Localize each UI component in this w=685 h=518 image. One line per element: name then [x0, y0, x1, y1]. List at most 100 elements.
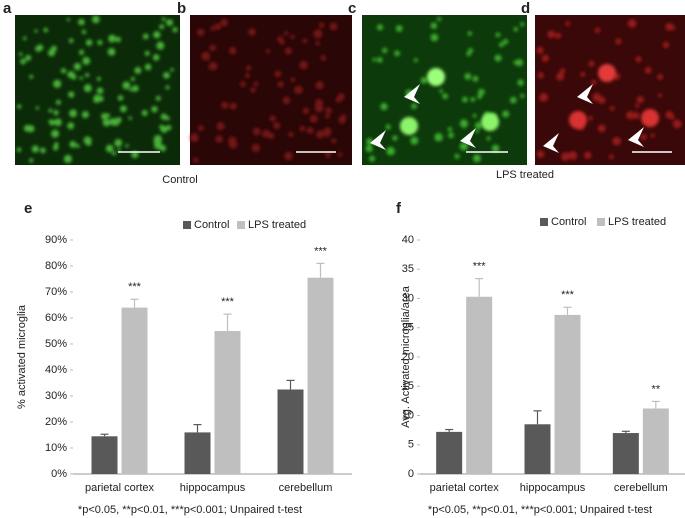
cell [85, 139, 92, 146]
y-tick-label: 30% [45, 390, 67, 402]
bar [642, 408, 669, 474]
bar [436, 431, 463, 474]
cell [160, 125, 168, 133]
cell [54, 142, 59, 147]
cell [313, 29, 323, 39]
cell [153, 134, 162, 144]
cell [541, 54, 550, 62]
cell [472, 154, 481, 163]
y-tick-label: 40% [45, 364, 67, 376]
cell [250, 87, 256, 93]
cell [306, 126, 314, 134]
cell [262, 129, 271, 138]
cell [609, 105, 615, 111]
cell [172, 27, 178, 33]
x-tick-label: hippocampus [180, 482, 246, 494]
cell [93, 96, 101, 103]
y-tick-label: 20 [402, 351, 414, 363]
cell [35, 45, 42, 52]
legend-swatch [183, 221, 191, 229]
cell [27, 125, 35, 133]
cell [320, 54, 327, 61]
cell [40, 147, 46, 154]
cell [253, 81, 259, 87]
cell [316, 130, 325, 139]
cell [478, 88, 485, 96]
cell [29, 158, 34, 163]
cell [430, 22, 438, 29]
bar [214, 331, 241, 474]
legend-label: Control [551, 216, 586, 228]
cell [591, 79, 597, 86]
cell [160, 113, 168, 120]
cell [669, 114, 675, 120]
cell [274, 70, 282, 78]
cell [105, 113, 111, 118]
cell [141, 109, 148, 117]
cell [315, 40, 320, 46]
y-tick-label: 15 [402, 380, 414, 392]
cell [63, 154, 73, 164]
significance: ** [652, 383, 661, 395]
cell [17, 104, 22, 109]
cell [434, 132, 443, 142]
cell [161, 17, 166, 22]
cell [294, 85, 303, 95]
bar [121, 307, 148, 474]
cell [165, 85, 170, 90]
cell [561, 152, 570, 161]
bar [466, 296, 493, 474]
cell [81, 29, 87, 35]
cell [221, 101, 229, 109]
cell [129, 88, 133, 92]
cell [459, 142, 468, 151]
cell [386, 146, 395, 156]
cell [251, 143, 261, 153]
activated-cell [569, 111, 587, 129]
cell [410, 136, 419, 145]
cell [299, 60, 309, 70]
cell [588, 60, 595, 67]
micrograph [190, 15, 352, 165]
cell [144, 50, 150, 56]
cell [60, 68, 67, 74]
cell [376, 24, 384, 31]
cell [392, 135, 398, 141]
cell [536, 46, 544, 54]
cell [151, 106, 158, 113]
y-tick-label: 0 [408, 468, 414, 480]
footnote: *p<0.05, **p<0.01, ***p<0.001; Unpaired … [78, 504, 302, 516]
cell [102, 118, 111, 127]
y-tick-label: 90% [45, 234, 67, 246]
cell [365, 145, 373, 153]
cell [635, 103, 640, 108]
cell [215, 135, 223, 143]
cell [53, 79, 62, 88]
cell [447, 127, 453, 132]
cell [47, 49, 56, 57]
x-tick-label: cerebellum [279, 482, 333, 494]
cell [325, 107, 332, 114]
activated-cell [481, 113, 499, 131]
cell [460, 119, 466, 124]
cell [105, 144, 114, 153]
cell [142, 33, 149, 40]
cell [299, 125, 306, 132]
cell [290, 34, 295, 40]
y-tick-label: 50% [45, 338, 67, 350]
cell [462, 96, 468, 103]
bar [307, 277, 334, 474]
cell [159, 144, 167, 152]
cell [265, 48, 271, 54]
cell [83, 84, 92, 93]
cell [68, 91, 75, 98]
bar [91, 436, 118, 474]
cell [67, 122, 75, 130]
cell [315, 81, 324, 90]
cell [115, 36, 122, 43]
cell [134, 66, 142, 74]
cell [54, 118, 62, 127]
cell [20, 58, 27, 65]
cell [636, 96, 644, 104]
cell [372, 57, 377, 62]
